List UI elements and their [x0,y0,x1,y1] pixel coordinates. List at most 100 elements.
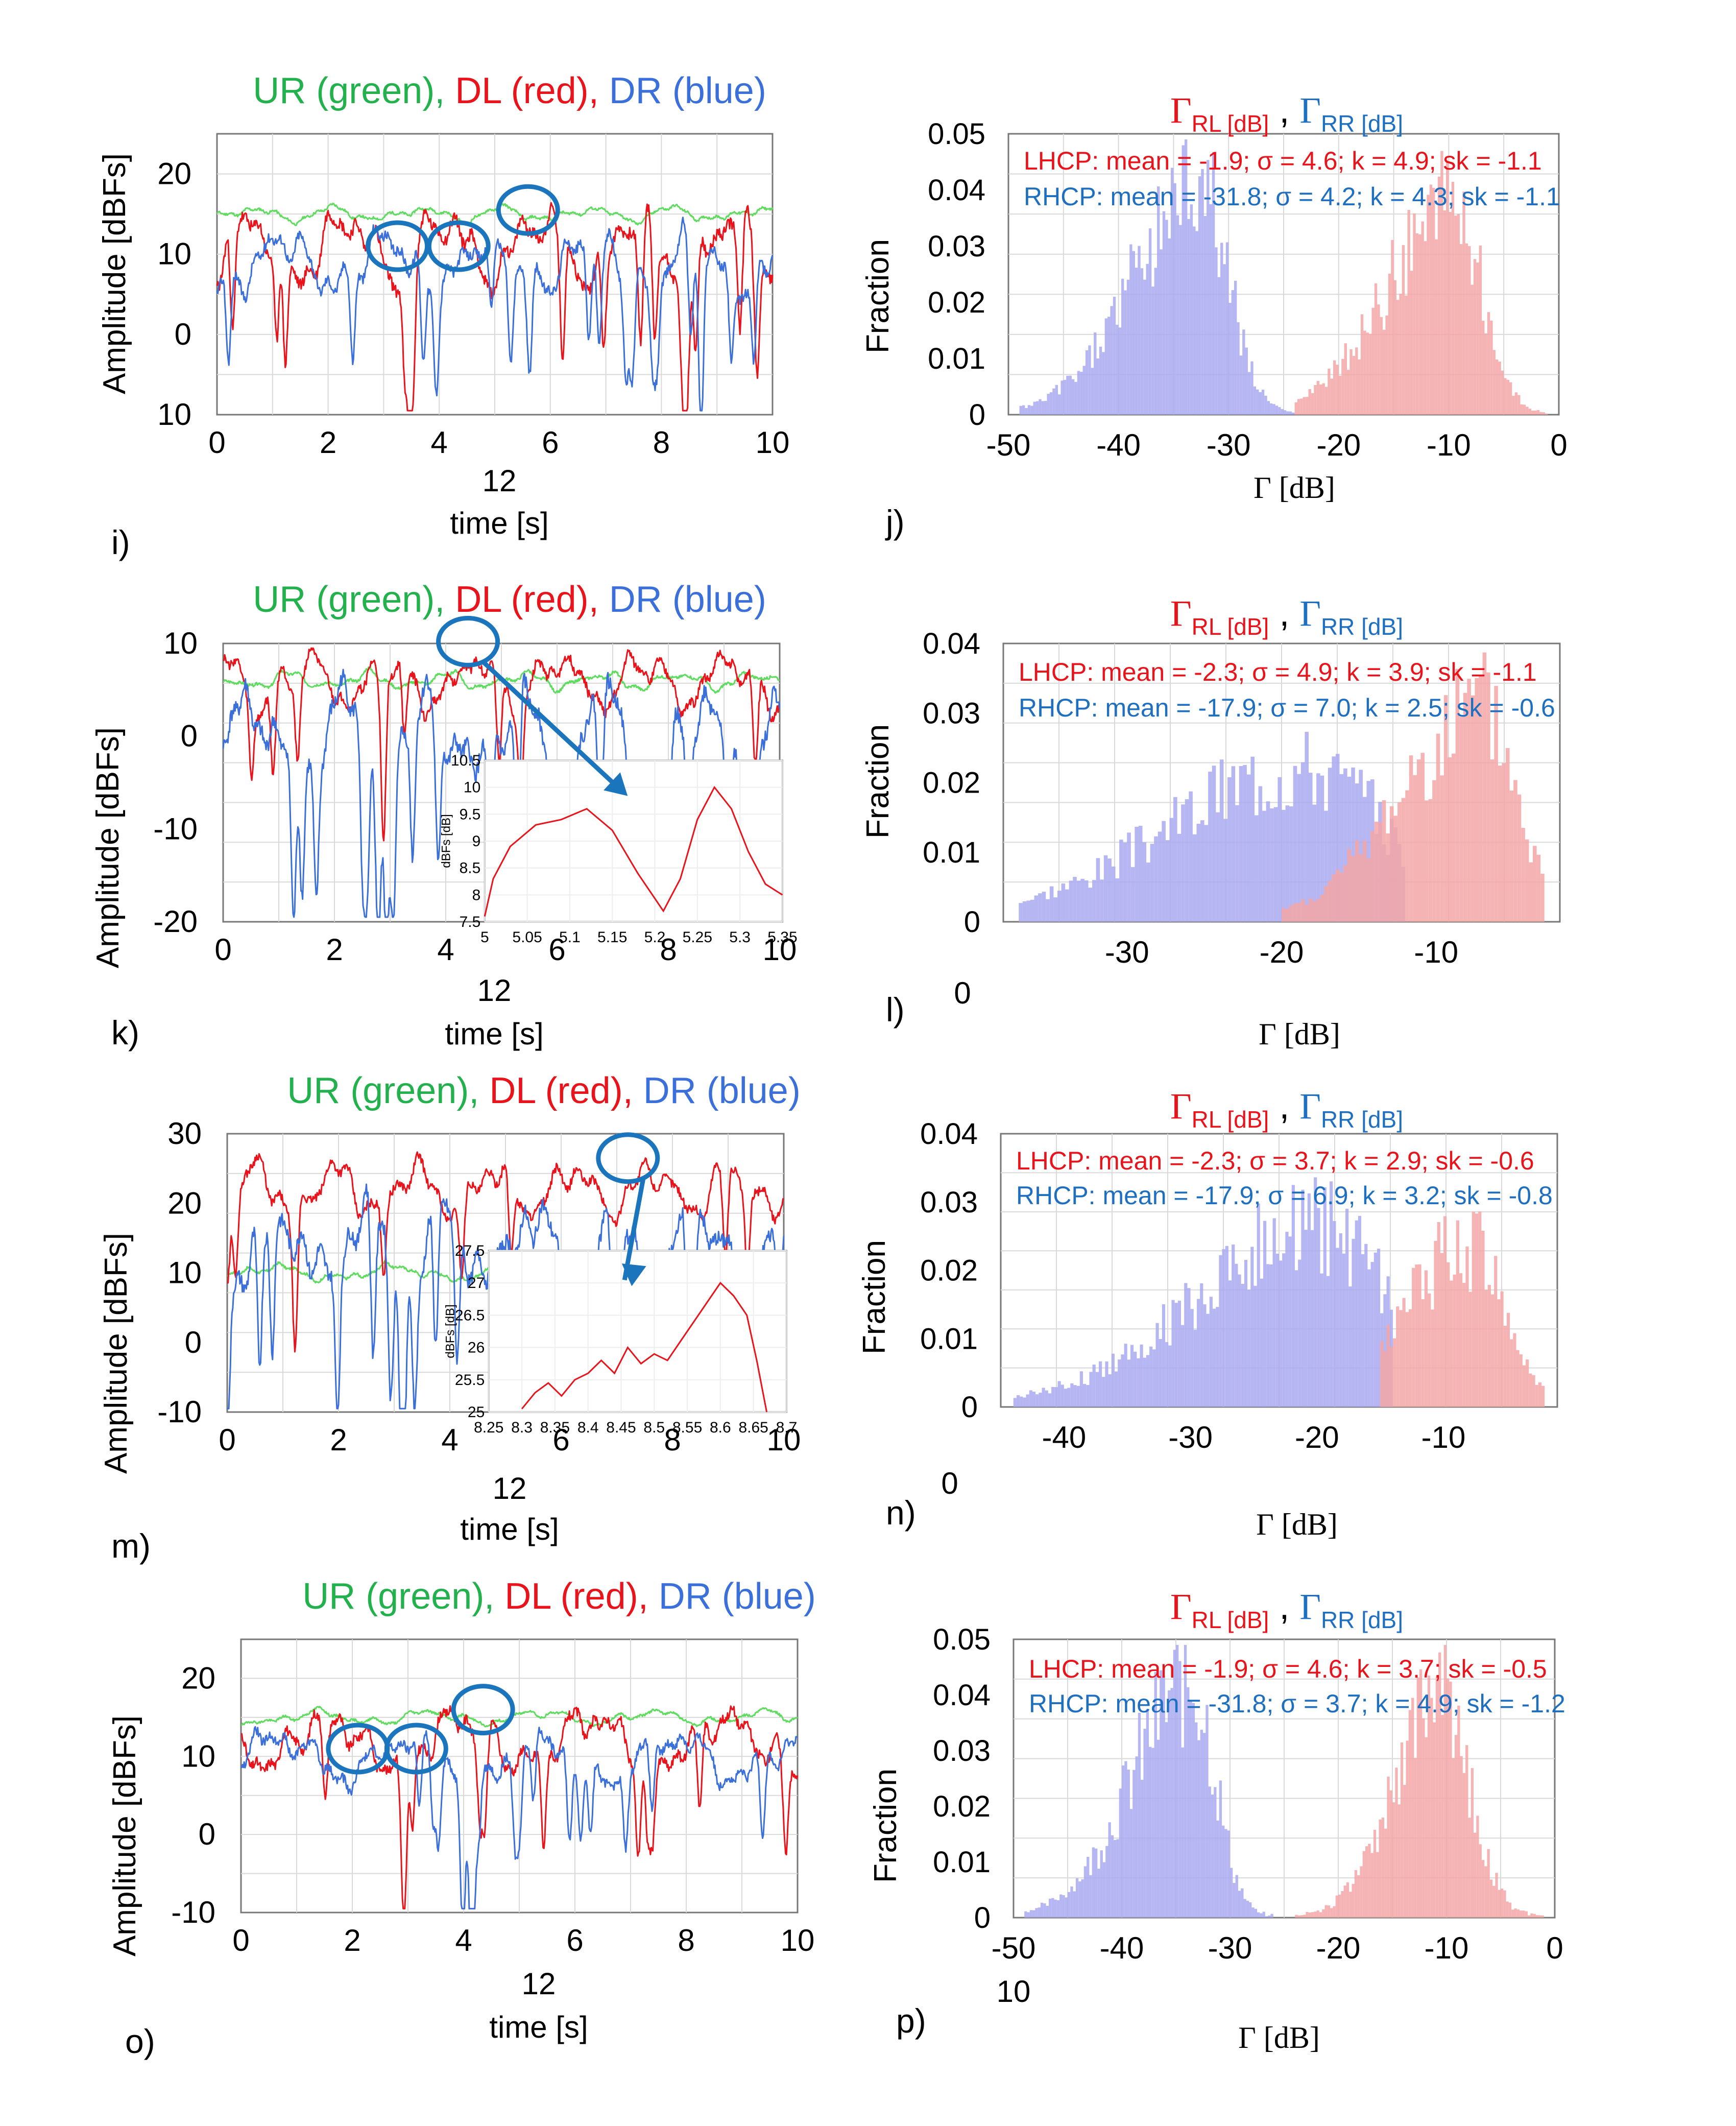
n-bar-RHCP [1200,1283,1203,1407]
i-title-dr: DR (blue) [609,70,766,111]
n-xlabel: Γ [dB] [1256,1508,1338,1541]
l-bar-RHCP [1250,756,1255,922]
l-bar-LHCP [1289,905,1293,922]
l-bar-LHCP [1452,753,1456,922]
m-inset-xtick: 8.25 [474,1419,503,1436]
p-bar-LHCP [1379,1819,1382,1918]
n-bar-RHCP [1294,1270,1298,1407]
n-bar-LHCP [1526,1359,1529,1407]
j-bar-LHCP [1396,300,1400,415]
m-xtick-label: 10 [767,1423,801,1457]
j-bar-LHCP [1470,284,1474,415]
j-bar-RHCP [1080,372,1083,415]
n-title: ΓRL [dB] , ΓRR [dB] [1170,1086,1403,1133]
m-inset-xtick: 8.4 [577,1419,599,1436]
n-bar-LHCP [1535,1384,1538,1407]
n-ytick-label: 0.01 [920,1322,978,1355]
j-bar-LHCP [1328,368,1331,415]
n-bar-RHCP [1310,1230,1314,1407]
l-bar-RHCP [1243,765,1247,922]
j-bar-LHCP [1446,161,1449,415]
n-bar-RHCP [1042,1388,1045,1407]
j-hist-LHCP [1294,151,1548,415]
n-bar-RHCP [1190,1309,1194,1407]
j-bar-RHCP [1250,361,1253,415]
p-bar-RHCP [1027,1912,1030,1918]
p-bar-RHCP [1233,1883,1236,1918]
l-bar-RHCP [1076,880,1081,922]
n-bar-LHCP [1522,1365,1526,1407]
o-highlight-circle [384,1723,448,1775]
j-bar-LHCP [1501,370,1504,415]
l-bar-RHCP [1282,809,1286,922]
n-bar-RHCP [1196,1299,1200,1407]
l-bar-RHCP [1173,797,1177,922]
p-bar-LHCP [1530,1913,1533,1918]
l-bar-LHCP [1339,872,1344,922]
j-bar-RHCP [1148,228,1152,415]
j-bar-LHCP [1429,184,1433,415]
l-bar-LHCP [1378,822,1382,922]
p-title-gamma-rl: Γ [1170,1586,1192,1627]
n-bar-RHCP [1326,1276,1330,1407]
j-bar-LHCP [1484,333,1487,415]
l-bar-LHCP [1455,668,1460,922]
j-bar-RHCP [1071,379,1075,415]
n-bar-LHCP [1506,1312,1510,1407]
j-bar-RHCP [1146,264,1149,415]
p-bar-LHCP [1441,1715,1444,1918]
n-bar-RHCP [1067,1388,1071,1407]
l-stats-lhcp: LHCP: mean = -2.3; σ = 4.9; k = 3.9; sk … [1019,658,1537,686]
j-bar-RHCP [1190,204,1193,415]
n-bar-RHCP [1105,1361,1108,1407]
l-bar-LHCP [1374,821,1379,922]
p-bar-RHCP [1211,1794,1214,1918]
l-bar-LHCP [1316,899,1320,922]
p-bar-RHCP [1078,1881,1081,1918]
n-bar-RHCP [1102,1377,1105,1407]
j-bar-RHCP [1198,176,1201,415]
i-ytick-label: 20 [157,157,191,191]
l-bar-LHCP [1282,908,1286,922]
j-bar-RHCP [1069,375,1072,415]
j-ytick-label: 0.02 [928,286,985,319]
p-bar-RHCP [1270,1914,1273,1918]
p-bar-RHCP [1046,1905,1049,1918]
l-ytick-label: 0.01 [923,836,980,869]
l-bar-RHCP [1312,804,1317,922]
n-bar-LHCP [1421,1299,1425,1407]
l-bar-LHCP [1405,790,1409,922]
p-title-sep: , [1269,1586,1299,1627]
p-bar-LHCP [1454,1735,1458,1918]
p-bar-LHCP [1492,1885,1496,1918]
m-panel-label: m) [111,1527,151,1565]
p-xlabel: Γ [dB] [1238,2021,1320,2055]
j-bar-LHCP [1506,379,1509,415]
n-bar-RHCP [1206,1313,1210,1407]
p-bar-RHCP [1192,1703,1195,1918]
n-xtick-label: -40 [1042,1420,1087,1454]
p-bar-RHCP [1111,1835,1114,1918]
j-bar-LHCP [1385,315,1388,415]
p-bar-RHCP [1170,1688,1173,1918]
n-bar-LHCP [1472,1211,1475,1407]
p-title-rr-sub: RR [dB] [1321,1607,1403,1633]
p-bar-LHCP [1419,1669,1422,1918]
n-bar-LHCP [1386,1325,1390,1407]
p-bar-LHCP [1397,1804,1401,1918]
l-bar-LHCP [1482,652,1487,922]
l-bar-RHCP [1019,903,1023,922]
j-bar-RHCP [1171,168,1174,415]
j-bar-RHCP [1272,404,1275,415]
j-bar-LHCP [1393,280,1396,415]
n-bar-RHCP [1155,1323,1159,1407]
j-bar-RHCP [1165,220,1168,415]
p-bar-LHCP [1303,1915,1306,1918]
j-ytick-label: 0.05 [928,117,985,151]
p-bar-RHCP [1230,1868,1233,1918]
l-bar-LHCP [1467,679,1471,922]
j-bar-RHCP [1215,247,1218,415]
l-bar-LHCP [1362,841,1367,922]
j-bar-LHCP [1306,397,1309,415]
p-bar-LHCP [1360,1866,1363,1918]
